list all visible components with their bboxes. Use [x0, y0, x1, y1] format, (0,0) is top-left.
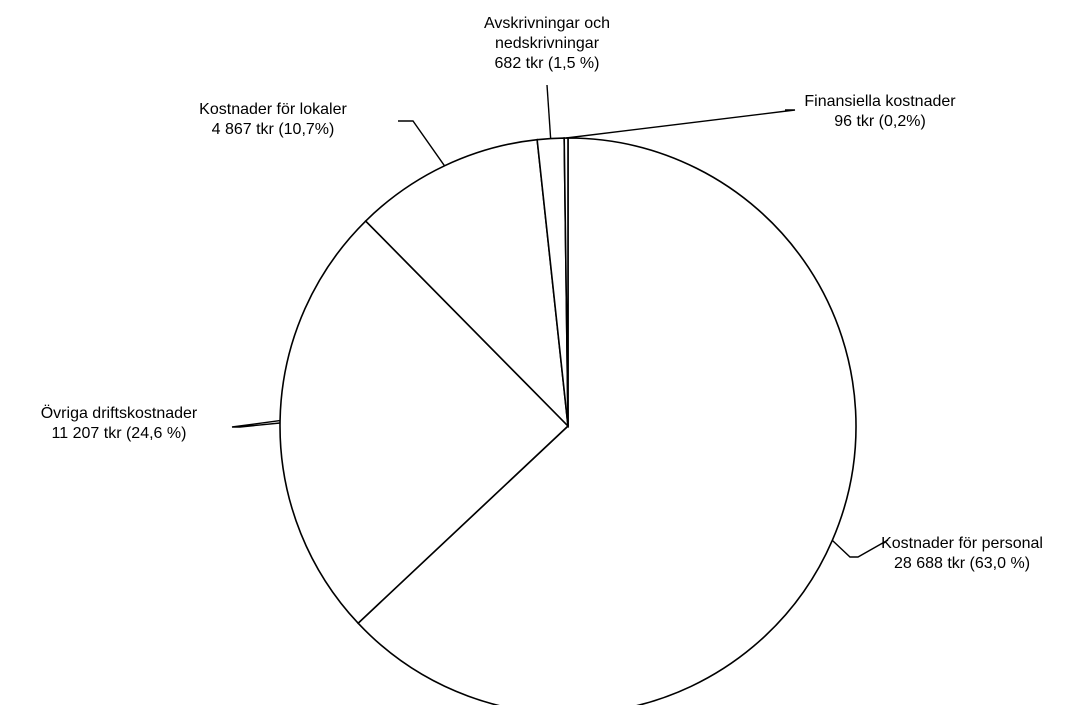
slice-label-line: 682 tkr (1,5 %) [495, 55, 600, 72]
leader-line-5 [566, 109, 796, 139]
slice-label-4: Avskrivningar och nedskrivningar 682 tkr (… [484, 15, 610, 72]
slice-label-5: Finansiella kostnader 96 tkr (0,2%) [804, 93, 956, 130]
leader-line-3 [398, 120, 446, 167]
leader-line-2 [231, 419, 281, 428]
slice-label-line: 4 867 tkr (10,7%) [212, 121, 335, 138]
pie-slice-2 [279, 219, 570, 625]
slice-label-line: Övriga driftskostnader [41, 404, 198, 422]
slice-label-line: Kostnader för personal [881, 535, 1043, 552]
slice-label-line: Kostnader för lokaler [199, 101, 347, 118]
slice-label-1: Kostnader för personal 28 688 tkr (63,0 %… [881, 535, 1043, 572]
slice-label-2: Övriga driftskostnader 11 207 tkr (24,6 %… [41, 404, 198, 442]
leader-line-1 [831, 539, 889, 558]
slice-label-line: nedskrivningar [495, 35, 600, 52]
slice-label-line: 28 688 tkr (63,0 %) [894, 555, 1030, 572]
slice-labels: Kostnader för personal 28 688 tkr (63,0 %… [41, 15, 1043, 572]
leader-line-4 [546, 84, 552, 139]
slice-label-line: Finansiella kostnader [804, 93, 956, 110]
slice-label-line: 96 tkr (0,2%) [834, 113, 926, 130]
slice-label-3: Kostnader för lokaler 4 867 tkr (10,7%) [199, 101, 347, 138]
pie-slices [279, 137, 857, 705]
pie-slice-1 [356, 137, 857, 705]
slice-label-line: 11 207 tkr (24,6 %) [52, 425, 187, 442]
pie-slice-3 [364, 138, 570, 429]
slice-label-line: Avskrivningar och [484, 15, 610, 32]
leader-lines [231, 84, 889, 558]
